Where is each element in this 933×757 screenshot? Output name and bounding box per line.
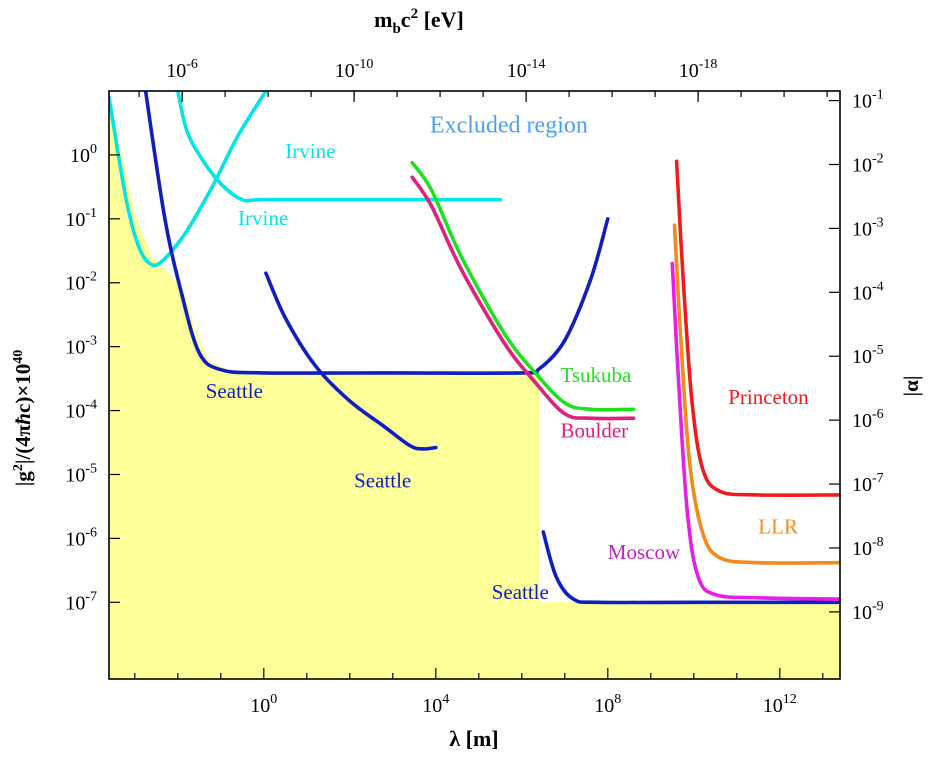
curve-label-9: Moscow (608, 540, 681, 564)
curve-label-4: Seattle (492, 580, 549, 604)
y-tick-label-7: 10-7 (65, 589, 97, 614)
plot-frame (108, 90, 841, 680)
curve-label-2: Seattle (206, 379, 263, 403)
top-tick-label-2: 10-14 (507, 57, 546, 82)
y-tick-label-6: 10-6 (65, 525, 97, 550)
curve-label-7: Princeton (728, 385, 809, 409)
curve-label-8: LLR (758, 514, 798, 538)
series-line-7 (674, 159, 840, 498)
x-tick-label-0: 100 (250, 692, 277, 717)
series-line-6 (410, 175, 636, 421)
x-tick-label-1: 104 (422, 692, 449, 717)
y-tick-label-5: 10-5 (65, 461, 97, 486)
allowed-region (109, 91, 840, 679)
series-line-4 (541, 530, 840, 605)
series-line-5 (410, 160, 636, 412)
right-tick-label-2: 10-3 (852, 215, 884, 240)
top-tick-label-1: 10-10 (335, 57, 374, 82)
right-tick-label-3: 10-4 (852, 279, 884, 304)
y-tick-label-2: 10-2 (65, 270, 97, 295)
series-line-1 (109, 91, 268, 268)
curve-label-5: Tsukuba (561, 363, 633, 387)
y-tick-label-3: 10-3 (65, 334, 97, 359)
right-tick-label-6: 10-7 (852, 471, 884, 496)
y-tick-label-4: 10-4 (65, 398, 97, 423)
y-tick-label-1: 10-1 (65, 206, 97, 231)
y-axis-title: |g2|/(4πħc)×1040 (11, 350, 35, 487)
x-tick-label-2: 108 (594, 692, 621, 717)
curve-label-6: Boulder (561, 418, 629, 442)
top-tick-label-3: 10-18 (679, 57, 718, 82)
right-tick-label-7: 10-8 (852, 535, 884, 560)
curve-label-1: Irvine (238, 206, 288, 230)
x-tick-label-3: 1012 (763, 692, 797, 717)
right-tick-label-8: 10-9 (852, 599, 884, 624)
series-line-0 (176, 91, 503, 203)
excluded-region-label: Excluded region (430, 113, 588, 139)
x-axis-title: λ [m] (449, 726, 498, 751)
series-line-8 (672, 223, 840, 565)
right-tick-label-0: 10-1 (852, 88, 884, 113)
series-line-3 (264, 271, 438, 451)
right-tick-label-5: 10-6 (852, 407, 884, 432)
curve-label-3: Seattle (354, 468, 411, 492)
right-tick-label-1: 10-2 (852, 152, 884, 177)
right-axis-title: |α| (899, 376, 923, 397)
series-line-9 (670, 261, 840, 601)
y-tick-label-0: 100 (70, 142, 97, 167)
curve-label-0: Irvine (285, 139, 335, 163)
top-tick-label-0: 10-6 (166, 57, 198, 82)
top-axis-title: mbc2 [eV] (374, 6, 464, 37)
right-tick-label-4: 10-5 (852, 343, 884, 368)
